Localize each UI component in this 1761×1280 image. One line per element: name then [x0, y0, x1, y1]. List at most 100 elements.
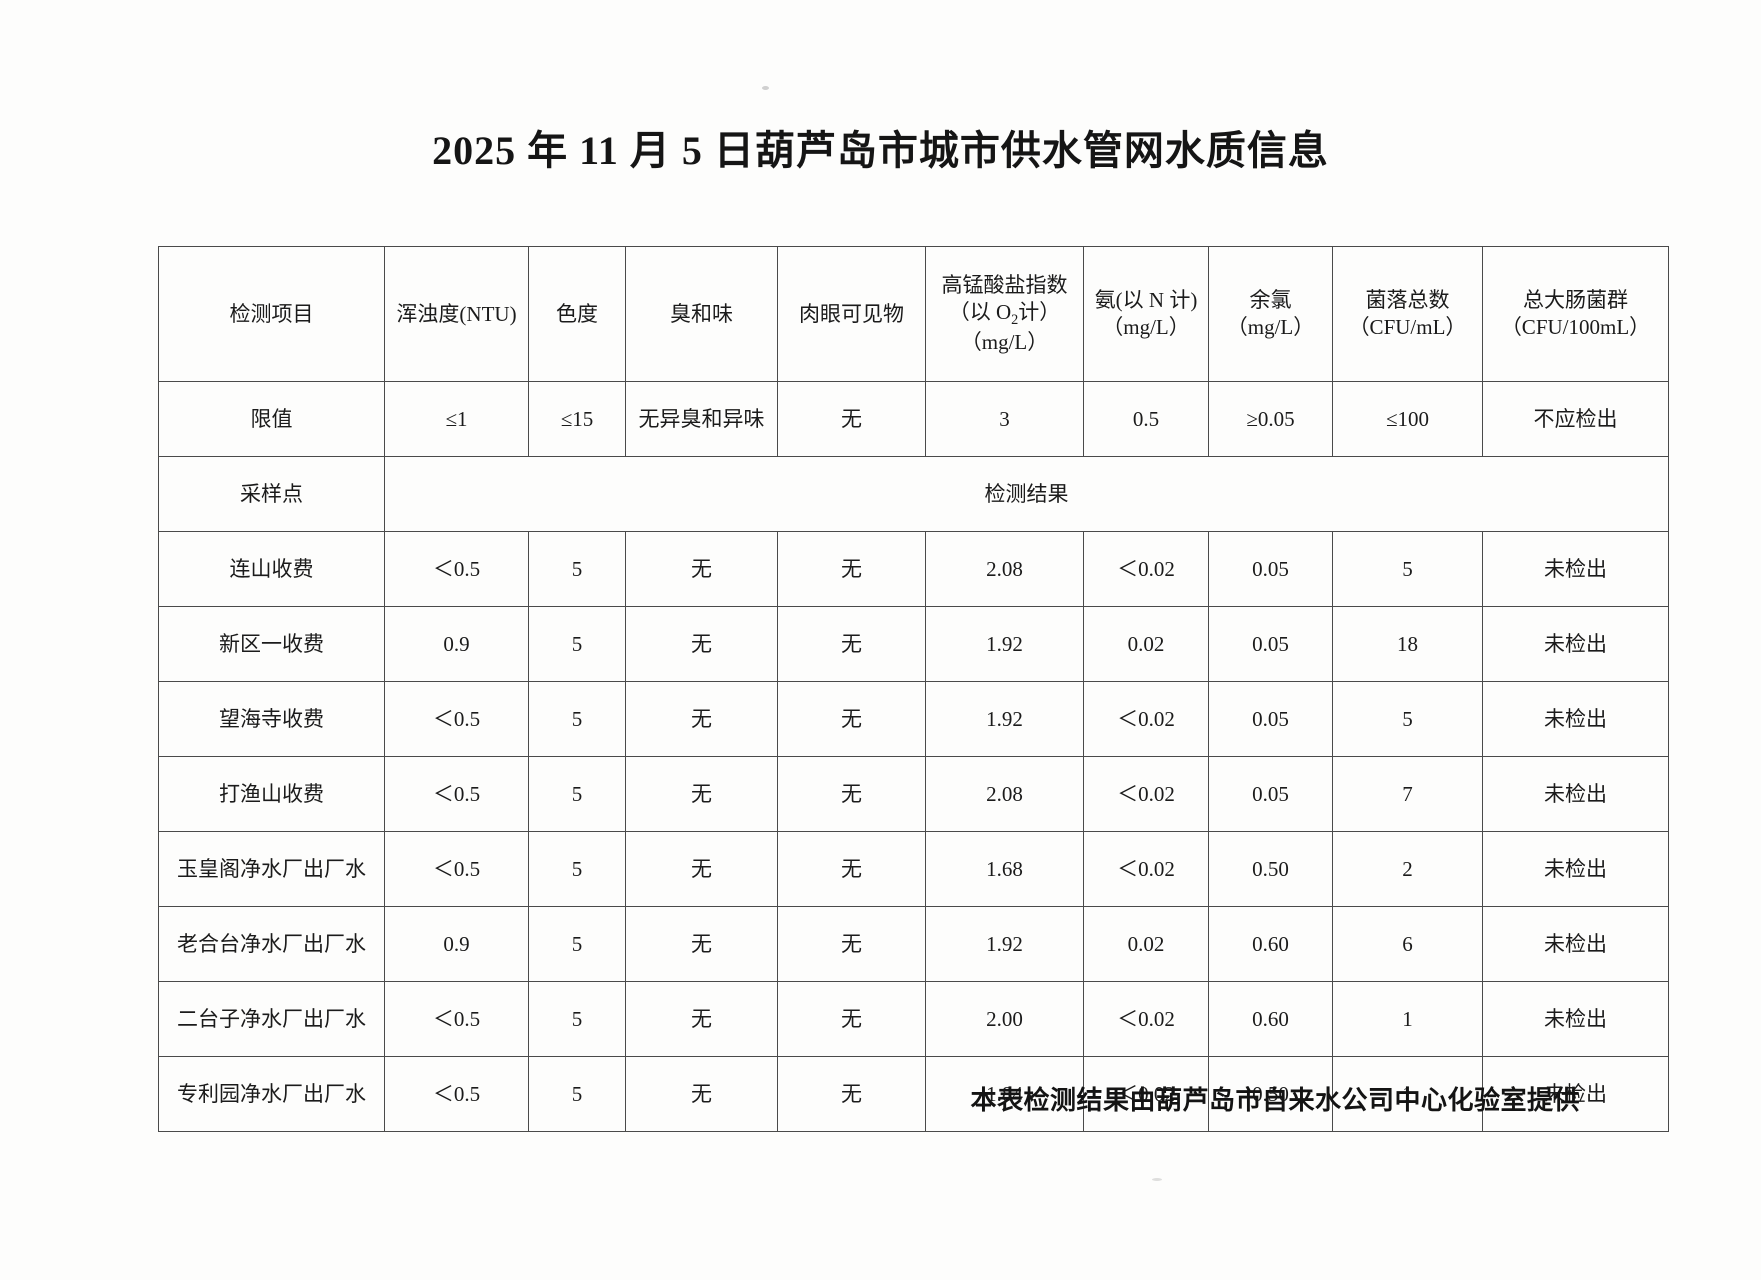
- row-ammonia: ＜0.02: [1083, 681, 1209, 757]
- row-odor: 无: [625, 906, 778, 982]
- row-chroma: 5: [528, 906, 626, 982]
- row-permanganate: 1.92: [925, 906, 1084, 982]
- water-quality-table: 检测项目 浑浊度(NTU) 色度 臭和味 肉眼可见物 高锰酸: [158, 246, 1669, 1132]
- row-colony-count: 5: [1332, 681, 1483, 757]
- row-site: 老合台净水厂出厂水: [158, 906, 385, 982]
- row-permanganate: 2.08: [925, 756, 1084, 832]
- row-ammonia: ＜0.02: [1083, 531, 1209, 607]
- scan-speck-top: [762, 86, 769, 90]
- row-permanganate: 1.84: [925, 1056, 1084, 1132]
- sampling-point-section-row: 采样点 检测结果: [158, 456, 1669, 532]
- row-chroma: 5: [528, 681, 626, 757]
- row-colony-count: 1: [1332, 1056, 1483, 1132]
- row-total-coliform: 未检出: [1482, 1056, 1669, 1132]
- row-site: 望海寺收费: [158, 681, 385, 757]
- row-residual-chlorine: 0.05: [1208, 756, 1333, 832]
- table-row: 望海寺收费 ＜0.5 5 无 无 1.92 ＜0.02 0.05 5 未检出: [158, 681, 1669, 757]
- table-row: 玉皇阁净水厂出厂水 ＜0.5 5 无 无 1.68 ＜0.02 0.50 2 未…: [158, 831, 1669, 907]
- table-row: 老合台净水厂出厂水 0.9 5 无 无 1.92 0.02 0.60 6 未检出: [158, 906, 1669, 982]
- header-cell-visible-matter: 肉眼可见物: [777, 246, 926, 382]
- header-line-1: 色度: [556, 301, 598, 326]
- limit-colony-count: ≤100: [1332, 381, 1483, 457]
- header-cell-permanganate-index: 高锰酸盐指数 （以 O2计） （mg/L）: [925, 246, 1084, 382]
- row-turbidity: ＜0.5: [384, 981, 529, 1057]
- row-odor: 无: [625, 981, 778, 1057]
- header-line-1: 检测项目: [229, 301, 314, 326]
- row-visible-matter: 无: [777, 606, 926, 682]
- table-header-row: 检测项目 浑浊度(NTU) 色度 臭和味 肉眼可见物 高锰酸: [158, 246, 1669, 382]
- header-cell-test-item: 检测项目: [158, 246, 385, 382]
- row-ammonia: 0.02: [1083, 906, 1209, 982]
- limit-row-label: 限值: [158, 381, 385, 457]
- row-chroma: 5: [528, 531, 626, 607]
- row-residual-chlorine: 0.50: [1208, 831, 1333, 907]
- header-line-1: 浑浊度(NTU): [396, 301, 517, 326]
- row-site: 玉皇阁净水厂出厂水: [158, 831, 385, 907]
- footer-note: 本表检测结果由葫芦岛市自来水公司中心化验室提供: [970, 1086, 1580, 1115]
- row-permanganate: 1.92: [925, 606, 1084, 682]
- limit-permanganate: 3: [925, 381, 1084, 457]
- row-odor: 无: [625, 831, 778, 907]
- row-colony-count: 18: [1332, 606, 1483, 682]
- row-chroma: 5: [528, 831, 626, 907]
- row-colony-count: 2: [1332, 831, 1483, 907]
- row-residual-chlorine: 0.05: [1208, 606, 1333, 682]
- limit-visible-matter: 无: [777, 381, 926, 457]
- row-odor: 无: [625, 681, 778, 757]
- row-ammonia: 0.02: [1083, 606, 1209, 682]
- row-visible-matter: 无: [777, 531, 926, 607]
- row-residual-chlorine: 0.60: [1208, 981, 1333, 1057]
- row-ammonia: ＜0.02: [1083, 1056, 1209, 1132]
- row-turbidity: ＜0.5: [384, 681, 529, 757]
- table-row: 新区一收费 0.9 5 无 无 1.92 0.02 0.05 18 未检出: [158, 606, 1669, 682]
- row-chroma: 5: [528, 981, 626, 1057]
- row-site: 连山收费: [158, 531, 385, 607]
- row-residual-chlorine: 0.05: [1208, 531, 1333, 607]
- row-ammonia: ＜0.02: [1083, 981, 1209, 1057]
- row-chroma: 5: [528, 606, 626, 682]
- header-cell-chroma: 色度: [528, 246, 626, 382]
- test-result-label: 检测结果: [384, 456, 1669, 532]
- header-line-1: 氨(以 N 计): [1094, 288, 1198, 313]
- header-line-1: 总大肠菌群: [1523, 288, 1628, 313]
- row-visible-matter: 无: [777, 906, 926, 982]
- row-visible-matter: 无: [777, 1056, 926, 1132]
- row-visible-matter: 无: [777, 681, 926, 757]
- row-visible-matter: 无: [777, 981, 926, 1057]
- row-permanganate: 2.08: [925, 531, 1084, 607]
- row-turbidity: ＜0.5: [384, 756, 529, 832]
- limit-value-row: 限值 ≤1 ≤15 无异臭和异味 无 3 0.5 ≥0.05 ≤100 不应检出: [158, 381, 1669, 457]
- row-turbidity: ＜0.5: [384, 831, 529, 907]
- table-row: 专利园净水厂出厂水 ＜0.5 5 无 无 1.84 ＜0.02 0.50 1 未…: [158, 1056, 1669, 1132]
- limit-ammonia: 0.5: [1083, 381, 1209, 457]
- row-total-coliform: 未检出: [1482, 831, 1669, 907]
- row-total-coliform: 未检出: [1482, 756, 1669, 832]
- row-site: 二台子净水厂出厂水: [158, 981, 385, 1057]
- limit-turbidity: ≤1: [384, 381, 529, 457]
- row-visible-matter: 无: [777, 831, 926, 907]
- row-ammonia: ＜0.02: [1083, 831, 1209, 907]
- limit-chroma: ≤15: [528, 381, 626, 457]
- row-site: 专利园净水厂出厂水: [158, 1056, 385, 1132]
- row-odor: 无: [625, 531, 778, 607]
- table-row: 二台子净水厂出厂水 ＜0.5 5 无 无 2.00 ＜0.02 0.60 1 未…: [158, 981, 1669, 1057]
- row-residual-chlorine: 0.60: [1208, 906, 1333, 982]
- row-ammonia: ＜0.02: [1083, 756, 1209, 832]
- page-title: 2025 年 11 月 5 日葫芦岛市城市供水管网水质信息: [432, 128, 1329, 173]
- header-line-2: （mg/L）: [1102, 315, 1190, 339]
- row-colony-count: 6: [1332, 906, 1483, 982]
- row-turbidity: 0.9: [384, 906, 529, 982]
- header-line-2: （CFU/mL）: [1348, 315, 1467, 339]
- header-cell-odor: 臭和味: [625, 246, 778, 382]
- header-line-1: 臭和味: [670, 301, 733, 326]
- row-total-coliform: 未检出: [1482, 606, 1669, 682]
- row-colony-count: 7: [1332, 756, 1483, 832]
- header-line-1: 肉眼可见物: [799, 301, 904, 326]
- header-cell-ammonia: 氨(以 N 计) （mg/L）: [1083, 246, 1209, 382]
- row-permanganate: 1.68: [925, 831, 1084, 907]
- header-line-1: 菌落总数: [1365, 288, 1450, 313]
- row-odor: 无: [625, 1056, 778, 1132]
- limit-residual-chlorine: ≥0.05: [1208, 381, 1333, 457]
- limit-odor: 无异臭和异味: [625, 381, 778, 457]
- table-row: 连山收费 ＜0.5 5 无 无 2.08 ＜0.02 0.05 5 未检出: [158, 531, 1669, 607]
